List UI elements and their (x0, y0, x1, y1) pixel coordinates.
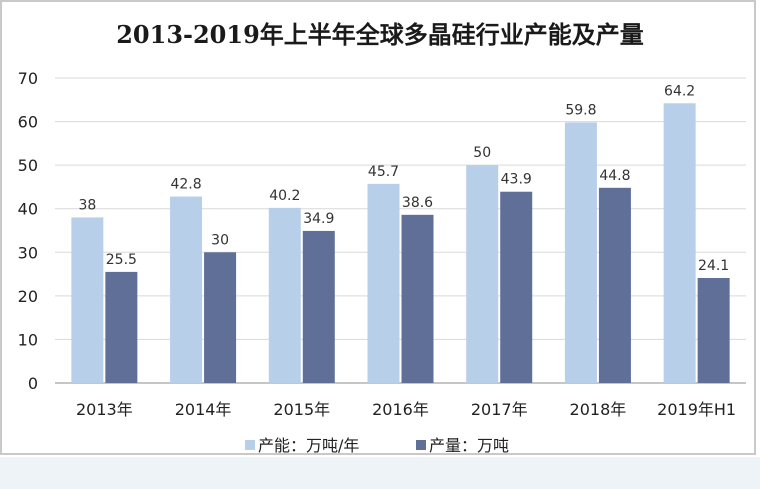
output-bar (302, 230, 335, 383)
capacity-value-label: 50 (473, 145, 491, 161)
capacity-bar (367, 183, 400, 383)
x-category-label: 2016年 (372, 400, 429, 419)
output-value-label: 25.5 (106, 252, 137, 268)
capacity-value-label: 42.8 (170, 177, 201, 193)
x-category-label: 2019年H1 (657, 400, 736, 419)
output-bar (697, 277, 730, 383)
capacity-value-label: 59.8 (565, 102, 596, 118)
x-category-label: 2014年 (175, 400, 232, 419)
capacity-bar (466, 165, 499, 383)
output-value-label: 43.9 (501, 172, 532, 188)
x-category-label: 2015年 (273, 400, 330, 419)
y-tick-label: 30 (18, 243, 38, 262)
y-tick-label: 0 (28, 374, 38, 393)
x-category-label: 2013年 (76, 400, 133, 419)
x-category-label: 2018年 (570, 400, 627, 419)
output-value-label: 24.1 (698, 258, 729, 274)
y-tick-label: 40 (18, 200, 38, 219)
output-bar (105, 271, 138, 383)
output-value-label: 38.6 (402, 195, 433, 211)
y-tick-label: 70 (18, 69, 38, 88)
y-tick-label: 20 (18, 287, 38, 306)
y-tick-label: 50 (18, 156, 38, 175)
capacity-value-label: 64.2 (664, 83, 695, 99)
output-bar (401, 214, 434, 383)
capacity-bar (170, 196, 203, 383)
capacity-bar (564, 122, 597, 383)
output-value-label: 34.9 (303, 211, 334, 227)
output-bar (500, 191, 533, 383)
chart-title: 2013-2019年上半年全球多晶硅行业产能及产量 (116, 20, 644, 49)
legend-capacity-swatch (245, 440, 255, 450)
y-tick-label: 10 (18, 330, 38, 349)
legend-output-label: 产量：万吨 (429, 436, 509, 455)
legend-capacity-label: 产能：万吨/年 (258, 436, 359, 455)
output-value-label: 30 (211, 232, 229, 248)
capacity-value-label: 45.7 (368, 164, 399, 180)
capacity-value-label: 38 (78, 197, 96, 213)
legend-output-swatch (416, 440, 426, 450)
capacity-bar (71, 217, 104, 383)
capacity-bar (268, 207, 301, 383)
capacity-value-label: 40.2 (269, 188, 300, 204)
y-tick-label: 60 (18, 113, 38, 132)
capacity-bar (663, 103, 696, 384)
output-bar (204, 252, 237, 383)
output-value-label: 44.8 (599, 168, 630, 184)
bottom-strip (0, 457, 760, 489)
x-category-label: 2017年 (471, 400, 528, 419)
output-bar (598, 187, 631, 383)
